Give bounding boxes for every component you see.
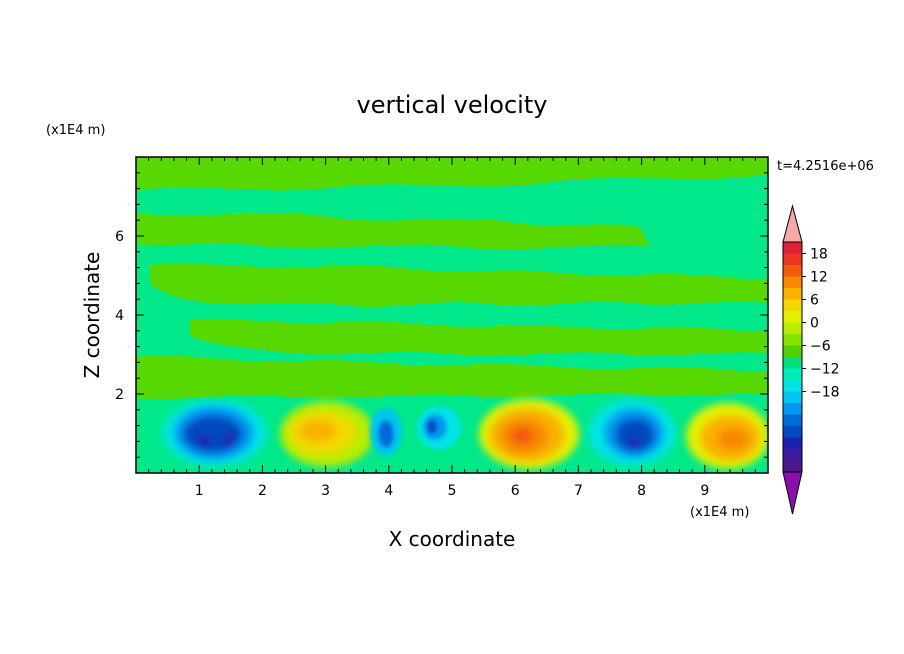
colorbar-swatch: [783, 460, 802, 473]
downdraft-cell-1: [163, 400, 267, 466]
x-tick-label: 7: [574, 483, 583, 499]
colorbar-swatch: [783, 449, 802, 461]
colorbar-frame: [782, 241, 803, 473]
colorbar-swatch: [783, 253, 802, 266]
upper-bands: [136, 157, 768, 399]
colorbar-swatch: [783, 334, 802, 346]
colorbar-label: 6: [810, 293, 819, 309]
updraft-cell-9: [686, 403, 768, 469]
x-tick-label: 8: [637, 483, 646, 499]
colorbar-swatch: [783, 311, 802, 323]
y-axis-title: Z coordinate: [80, 252, 104, 379]
y-tick-labels: 2 4 6: [115, 229, 124, 403]
x-tick-labels: 1 2 3 4 5 6 7 8 9: [195, 483, 710, 499]
colorbar-swatch: [783, 345, 802, 358]
colorbar-swatch: [783, 368, 802, 381]
colorbar-swatch: [783, 414, 802, 427]
colorbar-swatch: [783, 299, 802, 312]
y-tick-label: 4: [115, 308, 124, 324]
colorbar-swatch: [783, 391, 802, 404]
chart-title: vertical velocity: [357, 91, 548, 119]
y-tick-label: 6: [115, 229, 124, 245]
colorbar-label: −6: [810, 339, 831, 355]
colorbar-swatch: [783, 288, 802, 300]
colorbar-label: 0: [810, 316, 819, 332]
downdraft-cell-5: [417, 406, 461, 450]
contour-field: [136, 157, 768, 473]
downdraft-cell-4: [370, 408, 402, 456]
colorbar-swatch: [783, 276, 802, 289]
colorbar: 18 12 6 0 −6 −12 −18: [782, 204, 840, 515]
x-unit-label: (x1E4 m): [690, 505, 749, 520]
colorbar-swatch: [783, 357, 802, 369]
downdraft-cell-8: [588, 400, 676, 466]
colorbar-label: 12: [810, 270, 828, 286]
colorbar-label: −12: [810, 362, 840, 378]
axis-ticks: [135, 156, 769, 474]
colorbar-under-arrow: [782, 471, 803, 515]
colorbar-swatch: [783, 242, 802, 254]
colorbar-label: 18: [810, 247, 828, 263]
colorbar-swatch: [783, 380, 802, 392]
colorbar-swatch: [783, 265, 802, 277]
x-tick-label: 9: [700, 483, 709, 499]
updraft-cell-3: [280, 401, 374, 467]
x-tick-label: 1: [195, 483, 204, 499]
velocity-cells: [163, 399, 768, 469]
x-tick-label: 3: [321, 483, 330, 499]
x-axis-title: X coordinate: [389, 527, 516, 551]
x-tick-label: 4: [384, 483, 393, 499]
updraft-cell-6: [479, 399, 579, 469]
time-label: t=4.2516e+06: [777, 159, 874, 174]
y-unit-label: (x1E4 m): [46, 123, 105, 138]
colorbar-swatch: [783, 403, 802, 415]
colorbar-swatch: [783, 322, 802, 335]
colorbar-label: −18: [810, 385, 840, 401]
colorbar-swatch: [783, 437, 802, 450]
colorbar-over-arrow: [782, 204, 803, 243]
x-tick-label: 5: [448, 483, 457, 499]
x-tick-label: 6: [511, 483, 520, 499]
y-tick-label: 2: [115, 387, 124, 403]
x-tick-label: 2: [258, 483, 267, 499]
colorbar-swatch: [783, 426, 802, 438]
